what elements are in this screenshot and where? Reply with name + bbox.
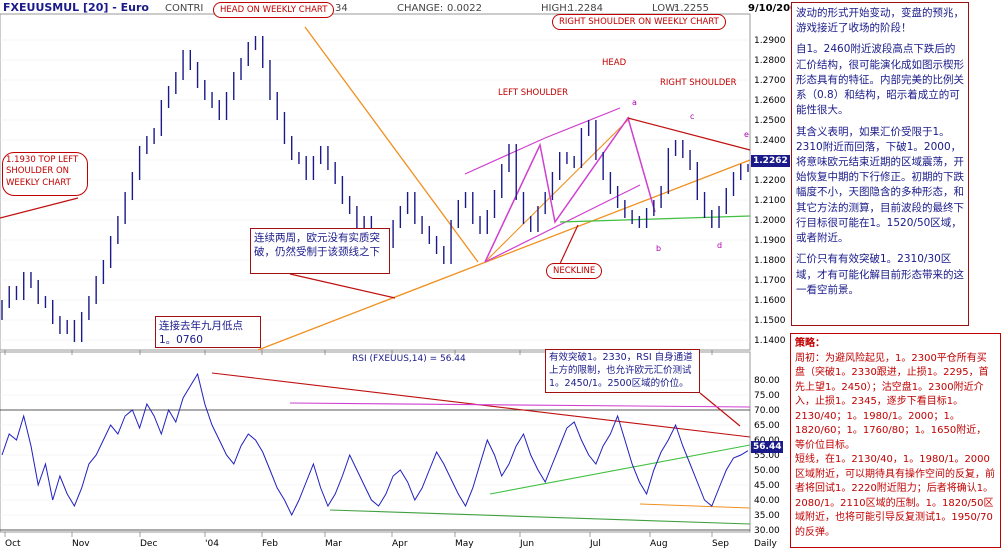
current-rsi-box: 56.44 xyxy=(751,441,784,453)
x-tick-label: Oct xyxy=(5,539,21,549)
point-a: a xyxy=(632,98,637,107)
x-tick-label: Sep xyxy=(712,539,729,549)
head-weekly-pill: HEAD ON WEEKLY CHART xyxy=(213,2,335,18)
rsi-series xyxy=(1,372,749,517)
price-y-tick-label: 1.2800 xyxy=(754,56,786,66)
rsi-y-tick-label: 50.00 xyxy=(754,466,780,476)
right-shoulder-label: RIGHT SHOULDER xyxy=(660,78,737,88)
channel-lower xyxy=(484,184,641,263)
rsi-note: 有效突破1。2330，RSI 自身通道上方的限制，也允许欧元汇价测试1。2450… xyxy=(545,349,700,393)
price-grid xyxy=(0,39,750,341)
price-y-tick-label: 1.2500 xyxy=(754,116,786,126)
price-y-tick-label: 1.1500 xyxy=(754,316,786,326)
rsi-line xyxy=(1,372,749,517)
contri-label: CONTRI xyxy=(165,3,203,14)
right-shoulder-weekly-pill: RIGHT SHOULDER ON WEEKLY CHART xyxy=(552,14,726,30)
change-value: 0.0022 xyxy=(447,3,482,14)
rsi-y-tick-label: 45.00 xyxy=(754,481,780,491)
rsi-bottom-line xyxy=(329,509,751,525)
price-y-tick-label: 1.2900 xyxy=(754,36,786,46)
date-label: 9/10/2004 xyxy=(748,3,804,14)
rsi-channel-top xyxy=(289,402,751,408)
current-price-box: 1.2262 xyxy=(751,155,790,167)
x-tick-label: Daily xyxy=(754,539,777,549)
wedge-upper-line xyxy=(627,117,751,151)
strategy-paragraph: 短线，在1。2130/40，1。1980/1。2000区域附近，可以期待具有操作… xyxy=(795,454,995,538)
x-tick-label: Nov xyxy=(72,539,90,549)
low-value: 1.2255 xyxy=(674,3,709,14)
point-b: b xyxy=(656,244,662,253)
arrow-neckline xyxy=(557,224,579,269)
x-tick-label: '04 xyxy=(205,539,219,549)
price-y-tick-label: 1.2700 xyxy=(754,76,786,86)
neckline-pill: NECKLINE xyxy=(546,263,603,279)
price-y-tick-label: 1.2600 xyxy=(754,96,786,106)
price-y-axis: 1.1400 1.1500 1.1600 1.1700 1.1800 1.1900 1.20… xyxy=(754,36,786,346)
top-left-shoulder-note: 1.1930 TOP LEFT SHOULDER ON WEEKLY CHART xyxy=(2,152,88,196)
price-y-tick-label: 1.2400 xyxy=(754,136,786,146)
x-tick-label: Apr xyxy=(392,539,408,549)
trunc-value: 34 xyxy=(335,3,348,14)
low-label: LOW: xyxy=(652,3,678,14)
rsi-y-tick-label: 35.00 xyxy=(754,511,780,521)
price-y-tick-label: 1.1400 xyxy=(754,336,786,346)
head-decline-line xyxy=(304,26,479,263)
point-d: d xyxy=(717,241,723,250)
rsi-y-tick-label: 65.00 xyxy=(754,421,780,431)
rsi-y-tick-label: 70.00 xyxy=(754,406,780,416)
price-y-tick-label: 1.1600 xyxy=(754,296,786,306)
left-shoulder-label: LEFT SHOULDER xyxy=(498,88,568,98)
x-tick-label: Jun xyxy=(519,539,534,549)
point-e: e xyxy=(744,130,749,139)
x-tick-label: Mar xyxy=(325,539,342,549)
price-y-tick-label: 1.2100 xyxy=(754,196,786,206)
x-axis: Oct Nov Dec '04 Feb Mar Apr May Jun Jul Aug Sep Dail… xyxy=(4,350,777,549)
x-tick-label: May xyxy=(455,539,474,549)
x-tick-label: Dec xyxy=(140,539,157,549)
arrow-rsi-note xyxy=(699,392,741,427)
price-y-tick-label: 1.1900 xyxy=(754,236,786,246)
channel-upper-right xyxy=(544,107,621,139)
symbol-label: FXEUUSMUL [20] - Euro xyxy=(3,1,149,14)
analysis-paragraph: 汇价只有有效突破1。2310/30区域，才有可能化解目前形态带来的这一看空前景。 xyxy=(796,253,964,296)
wave-polyline xyxy=(484,116,656,263)
strategy-panel: 策略： 周初：为避风险起见，1。2300平仓所有买盘（突破1。2330跟进，止损… xyxy=(790,333,1001,548)
x-tick-label: Feb xyxy=(262,539,278,549)
rsi-y-tick-label: 30.00 xyxy=(754,526,780,536)
arrow-two-weeks xyxy=(289,273,396,299)
price-y-tick-label: 1.2200 xyxy=(754,176,786,186)
rsi-y-tick-label: 55.00 xyxy=(754,451,780,461)
price-y-tick-label: 1.2000 xyxy=(754,216,786,226)
two-weeks-note: 连续两周，欧元没有实质突破，仍然受制于该颈线之下 xyxy=(250,228,390,274)
neck-rise-line xyxy=(484,117,631,263)
rsi-title: RSI (FXEUUS,14) = 56.44 xyxy=(352,354,466,364)
high-value: 1.2284 xyxy=(568,3,603,14)
rsi-y-tick-label: 75.00 xyxy=(754,391,780,401)
rsi-y-axis: 30.0035.0040.0045.0050.0055.0060.0065.00… xyxy=(754,376,780,536)
channel-upper-left xyxy=(464,137,546,175)
analysis-panel: 波动的形式开始变动，变盘的预兆，游戏接近了收场的阶段！ 自1。2460附近波段高… xyxy=(791,2,969,326)
price-y-tick-label: 1.1700 xyxy=(754,276,786,286)
rsi-y-tick-label: 40.00 xyxy=(754,496,780,506)
left-arrow-line xyxy=(0,197,79,219)
strategy-paragraph: 周初：为避风险起见，1。2300平仓所有买盘（突破1。2330跟进，止损1。22… xyxy=(795,352,989,451)
rsi-y-tick-label: 80.00 xyxy=(754,376,780,386)
point-c: c xyxy=(690,112,695,121)
chart-header: FXEUUSMUL [20] - Euro CONTRI 34 CHANGE: … xyxy=(3,1,804,14)
price-panel xyxy=(0,13,751,351)
price-y-tick-label: 1.1800 xyxy=(754,256,786,266)
x-tick-label: Jul xyxy=(589,539,601,549)
x-tick-label: Aug xyxy=(650,539,668,549)
strategy-title: 策略： xyxy=(795,338,825,349)
analysis-paragraph: 波动的形式开始变动，变盘的预兆，游戏接近了收场的阶段！ xyxy=(796,7,964,35)
analysis-paragraph: 自1。2460附近波段高点下跌后的汇价结构，很可能演化成如图示楔形形态具有的特征… xyxy=(796,43,964,117)
analysis-paragraph: 其含义表明，如果汇价受限于1。2310附近而回落，下破1。2000，将意味欧元结… xyxy=(796,125,964,245)
rsi-up-line xyxy=(489,444,751,495)
change-label: CHANGE: xyxy=(397,3,443,14)
head-label: HEAD xyxy=(602,58,627,68)
high-label: HIGH: xyxy=(541,3,570,14)
sept-low-note: 连接去年九月低点1。0760 xyxy=(155,316,261,348)
rsi-orange-line xyxy=(639,503,751,509)
